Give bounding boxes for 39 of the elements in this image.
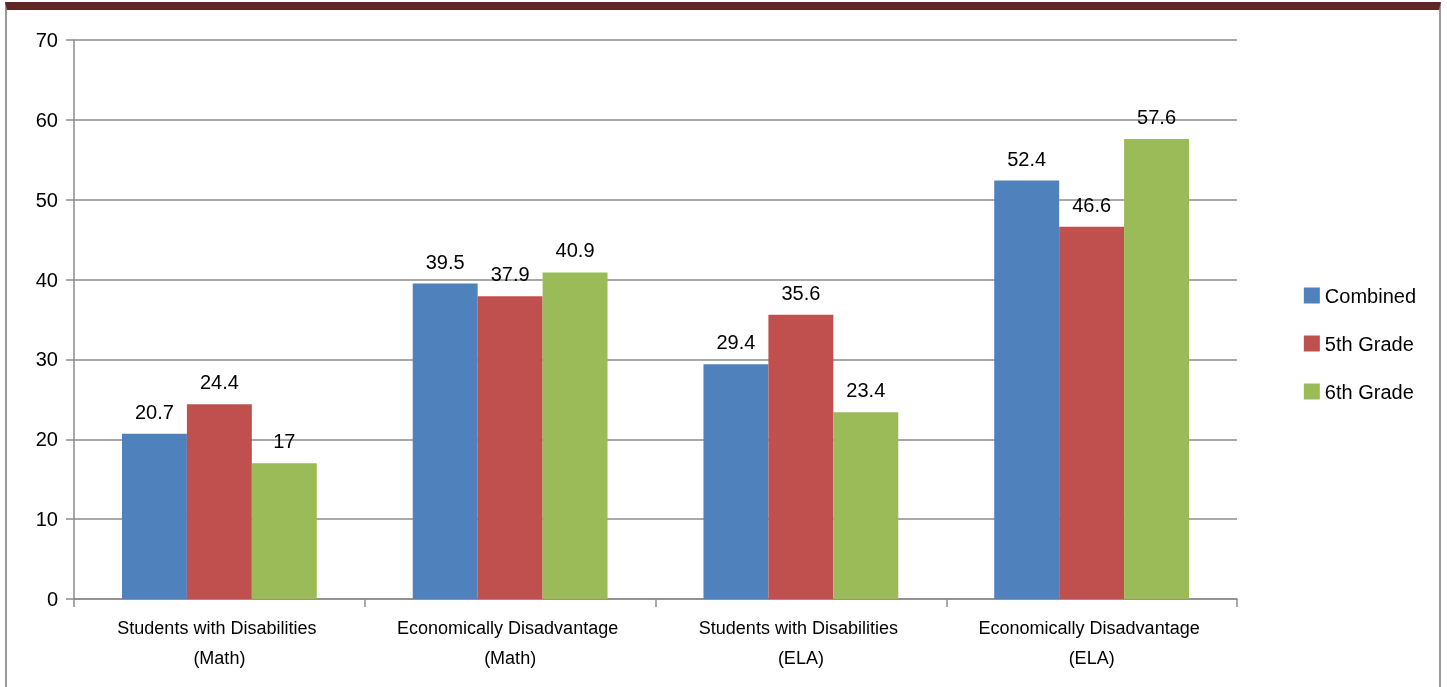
legend-label: Combined [1324,284,1417,307]
y-tick-label: 70 [35,29,58,51]
legend-label: 6th Grade [1324,380,1414,403]
data-label: 39.5 [425,250,465,273]
x-tick-label: Students with Disabilities (Math) [117,618,322,668]
bar [994,180,1060,599]
bar [833,412,899,599]
data-label: 52.4 [1007,147,1047,170]
y-tick-label: 20 [35,428,58,451]
y-tick-label: 30 [35,348,58,371]
data-label: 29.4 [716,331,756,354]
data-label: 40.9 [555,239,595,262]
data-label: 17 [273,430,296,453]
bar [1124,139,1190,599]
y-tick-label: 0 [46,588,58,610]
data-label: 46.6 [1072,193,1112,216]
bar [121,433,187,599]
data-label: 20.7 [134,400,174,423]
x-tick-label: Economically Disadvantage (ELA) [978,618,1205,668]
bar [1059,226,1125,599]
data-label: 24.4 [199,371,239,394]
bar [251,463,317,599]
y-tick-label: 60 [35,108,58,131]
x-tick-label: Students with Disabilities (ELA) [698,618,903,668]
data-label: 23.4 [846,379,886,402]
bar [477,296,543,599]
bar [412,283,478,599]
data-label: 37.9 [490,263,530,286]
bar [186,404,252,599]
bar [768,314,834,599]
legend-label: 5th Grade [1324,332,1414,355]
y-tick-label: 40 [35,268,58,291]
data-label: 57.6 [1137,106,1177,129]
bar [542,272,608,599]
y-tick-label: 50 [35,188,58,211]
data-label: 35.6 [781,281,821,304]
bar [703,364,769,599]
x-tick-label: Economically Disadvantage (Math) [397,618,624,668]
y-tick-label: 10 [35,508,58,531]
